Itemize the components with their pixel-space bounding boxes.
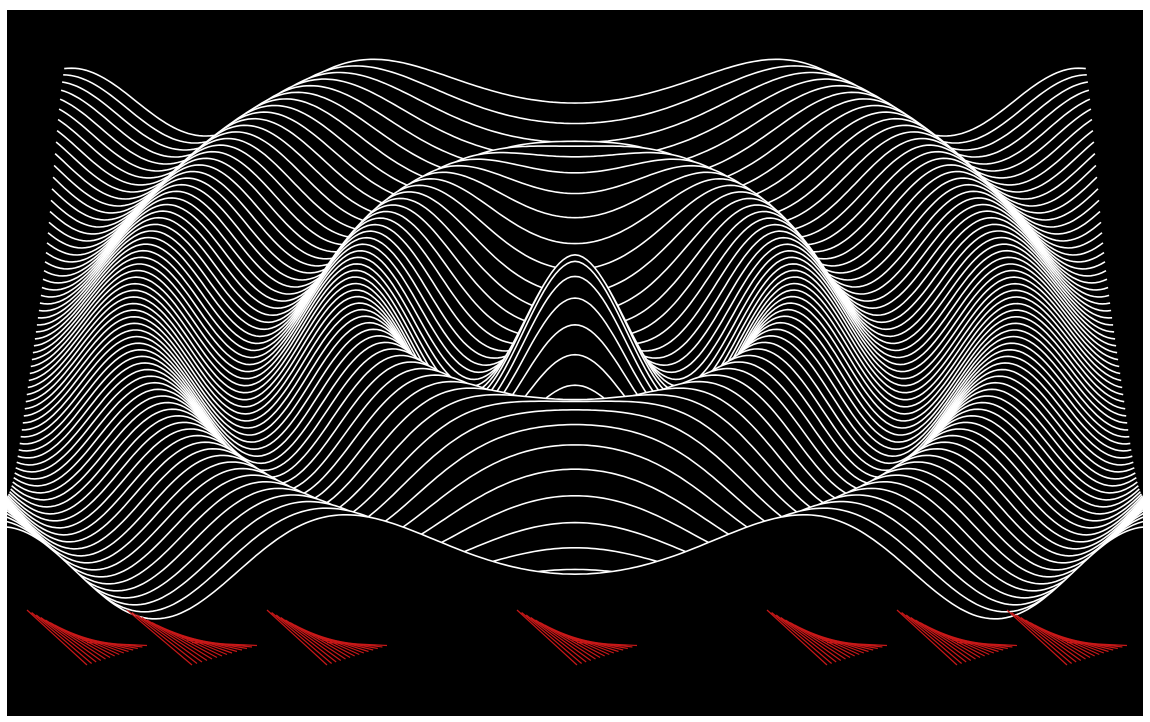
surface-row-line (29, 253, 1121, 402)
underside-line (40, 617, 102, 661)
surface-row-line (10, 393, 1140, 521)
underside-line (780, 617, 842, 661)
underside-line (285, 619, 346, 660)
underside-line (1066, 641, 1128, 647)
surface-row-line (8, 409, 1142, 535)
underside-line (326, 641, 388, 647)
surface-row-line (7, 441, 1143, 556)
underside-line (525, 614, 587, 663)
surface-row-line (7, 454, 1143, 570)
surface-row-line (43, 177, 1107, 288)
underside-line (31, 612, 92, 664)
underside-line (191, 641, 258, 647)
surface-row-line (23, 308, 1127, 445)
underside-line (45, 619, 106, 660)
underside-line (785, 619, 846, 660)
underside-line (131, 612, 198, 664)
underside-lines (26, 609, 1128, 666)
underside-line (521, 612, 582, 664)
surface-row-line (26, 289, 1124, 424)
underside-line (896, 609, 958, 666)
render-frame (7, 10, 1143, 716)
underside-line (775, 614, 837, 663)
underside-line (266, 609, 328, 666)
underside-line (771, 612, 832, 664)
underside-line (905, 614, 967, 663)
underside-line (826, 641, 888, 647)
surface-row-line (27, 275, 1123, 416)
underside-line (1020, 617, 1082, 661)
underside-line (136, 614, 203, 663)
underside-line (86, 641, 148, 647)
underside-line (275, 614, 337, 663)
wireframe-surface (7, 58, 1143, 716)
surface-row-line (49, 140, 1101, 246)
underside-line (901, 612, 962, 664)
underside-line (35, 614, 97, 663)
surface-row-line (7, 514, 1143, 620)
surface-row-line (7, 447, 1143, 563)
underside-line (516, 609, 578, 666)
underside-line (280, 617, 342, 661)
underside-line (141, 616, 208, 662)
underside-line (530, 617, 592, 661)
surface-row-line (44, 171, 1106, 281)
surface-row-line (7, 423, 1143, 542)
surface-row-mask (7, 514, 1143, 716)
surface-row-line (25, 295, 1125, 431)
underside-line (1006, 609, 1068, 666)
underside-line (271, 612, 332, 664)
underside-line (1011, 612, 1072, 664)
surface-row-line (7, 467, 1143, 584)
underside-line (1025, 619, 1086, 660)
surface-row-line (9, 400, 1141, 528)
surface-row-line (28, 260, 1122, 409)
surface-row-line (47, 151, 1103, 260)
surface-lines (7, 58, 1143, 716)
surface-row-line (7, 434, 1143, 549)
underside-line (1015, 614, 1077, 663)
underside-line (126, 609, 193, 666)
underside-line (26, 609, 88, 666)
underside-line (910, 617, 972, 661)
surface-row-line (45, 164, 1105, 274)
underside-line (766, 609, 828, 666)
surface-row-line (48, 145, 1102, 253)
surface-row-line (46, 158, 1104, 267)
underside-line (915, 619, 976, 660)
surface-row-line (7, 461, 1143, 577)
surface-row-line (24, 302, 1126, 438)
underside-line (576, 641, 638, 647)
underside-line (535, 619, 596, 660)
underside-line (956, 641, 1018, 647)
underside-line (146, 619, 213, 660)
